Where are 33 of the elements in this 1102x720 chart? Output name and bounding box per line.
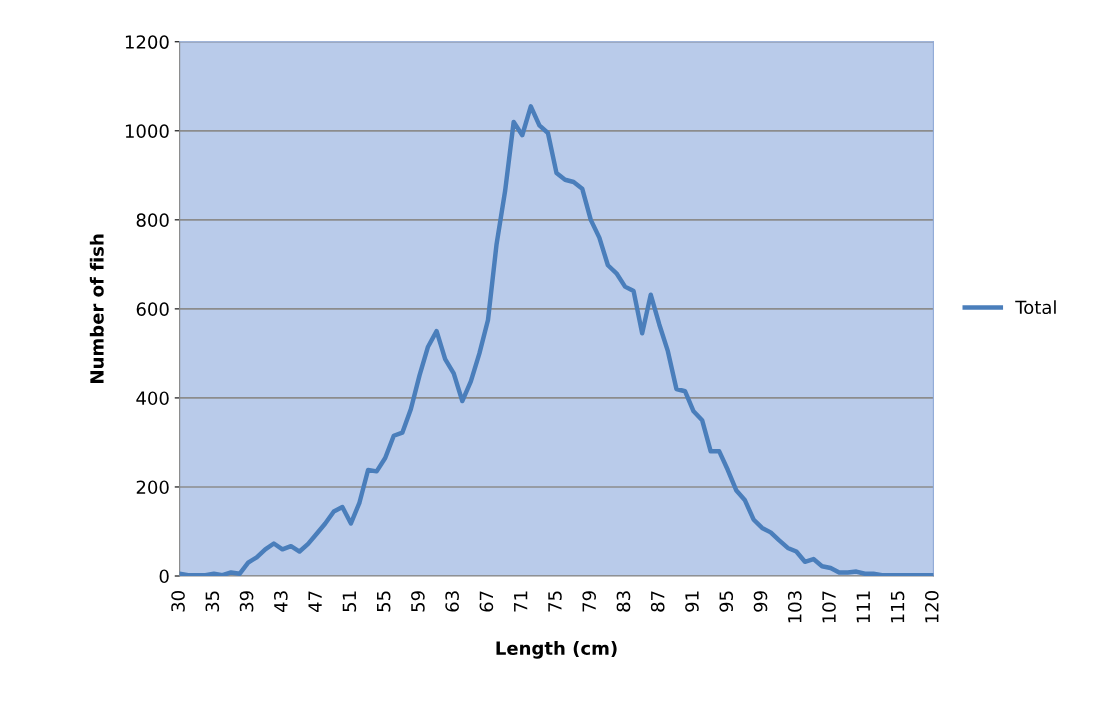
x-tick-label: 91: [685, 591, 699, 612]
x-tick-label: 30: [171, 591, 185, 612]
x-tick-label: 43: [273, 591, 288, 612]
x-tick-label: 59: [411, 591, 425, 612]
x-tick-label: 39: [239, 591, 254, 612]
x-tick-label: 67: [479, 591, 494, 612]
x-tick-label: 99: [753, 591, 768, 612]
y-tick-label: 800: [136, 213, 169, 227]
x-tick-label: 63: [445, 591, 459, 612]
x-tick-label: 107: [822, 591, 836, 623]
x-tick-label: 95: [719, 591, 734, 612]
y-tick-label: 0: [159, 569, 169, 584]
y-tick-label: 400: [136, 391, 169, 406]
x-tick-label: 111: [856, 591, 870, 623]
y-tick-label: 1000: [125, 124, 169, 138]
x-tick-label: 120: [924, 591, 939, 623]
y-axis-title: Number of fish: [89, 234, 104, 383]
x-tick-label: 79: [582, 591, 597, 612]
y-tick-label: 600: [136, 302, 169, 316]
x-tick-label: 83: [616, 591, 631, 612]
x-tick-label: 87: [650, 591, 665, 612]
x-tick-label: 71: [514, 591, 528, 612]
x-tick-label: 55: [377, 591, 391, 612]
x-tick-label: 51: [342, 591, 357, 612]
x-tick-label: 75: [548, 591, 562, 612]
y-tick-label: 200: [136, 480, 169, 495]
x-tick-label: 115: [890, 591, 905, 623]
y-tick-label: 1200: [125, 35, 169, 49]
x-tick-label: 35: [205, 591, 220, 612]
legend-label: Total: [1015, 300, 1056, 315]
x-tick-label: 103: [787, 591, 802, 623]
x-axis-title: Length (cm): [496, 641, 617, 659]
x-tick-label: 47: [308, 591, 322, 612]
